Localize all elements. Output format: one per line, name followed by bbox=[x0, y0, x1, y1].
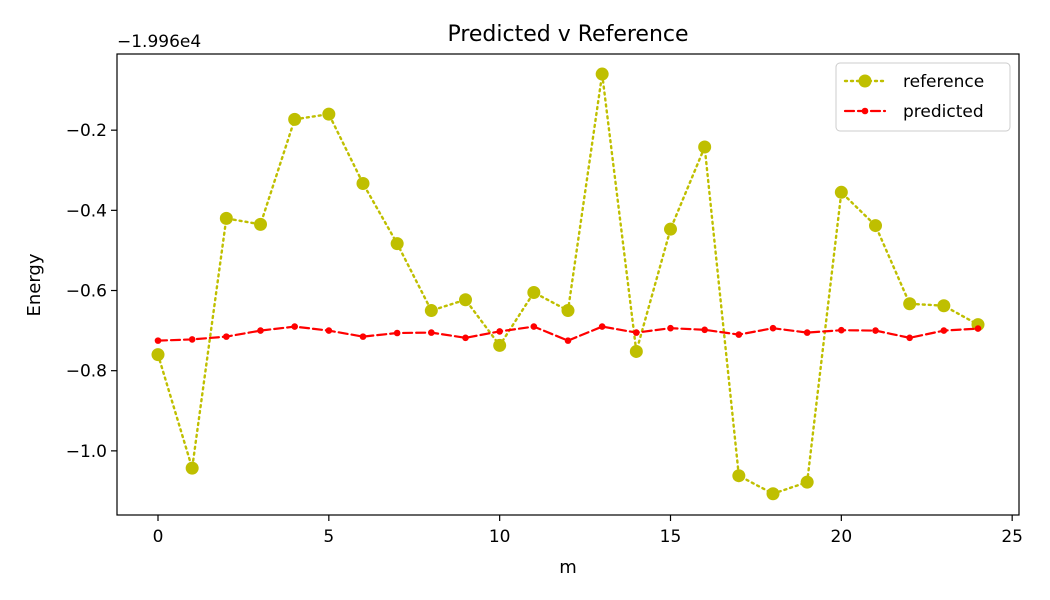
x-axis-label: m bbox=[559, 557, 577, 578]
data-point-reference bbox=[664, 222, 677, 236]
data-point-reference bbox=[254, 217, 267, 231]
data-point-reference bbox=[698, 140, 712, 154]
data-point-reference bbox=[288, 112, 302, 126]
data-point-reference bbox=[322, 107, 336, 121]
data-point-predicted bbox=[940, 327, 948, 334]
x-tick-label: 15 bbox=[660, 527, 682, 547]
x-tick-label: 5 bbox=[323, 527, 334, 547]
legend: reference predicted bbox=[835, 62, 1011, 132]
data-point-reference bbox=[151, 348, 165, 362]
x-ticks: 0 5 10 15 20 25 bbox=[153, 515, 1023, 547]
data-point-predicted bbox=[496, 328, 503, 335]
data-point-predicted bbox=[393, 329, 401, 337]
data-point-reference bbox=[800, 475, 814, 489]
data-point-predicted bbox=[667, 324, 674, 332]
x-tick-label: 20 bbox=[831, 527, 853, 547]
data-point-reference bbox=[561, 304, 575, 318]
data-point-predicted bbox=[838, 326, 845, 334]
series-predicted bbox=[154, 323, 982, 344]
data-point-predicted bbox=[769, 324, 777, 332]
legend-marker-reference bbox=[858, 74, 872, 88]
data-point-predicted bbox=[291, 323, 298, 330]
data-point-reference bbox=[493, 338, 507, 352]
y-tick-label: −1.0 bbox=[66, 442, 107, 462]
legend-box bbox=[835, 62, 1011, 132]
y-tick-label: −0.8 bbox=[66, 362, 107, 382]
y-offset-label: −1.996e4 bbox=[117, 32, 201, 52]
data-point-reference bbox=[219, 211, 233, 225]
data-point-reference bbox=[390, 237, 404, 251]
data-point-reference bbox=[971, 318, 985, 332]
series-line-reference bbox=[156, 73, 980, 496]
data-point-predicted bbox=[974, 325, 982, 332]
data-point-predicted bbox=[257, 327, 264, 334]
data-point-predicted bbox=[906, 334, 913, 342]
data-point-predicted bbox=[564, 337, 572, 344]
y-ticks: −0.2 −0.4 −0.6 −0.8 −1.0 bbox=[66, 121, 117, 462]
legend-marker-predicted bbox=[861, 107, 869, 115]
data-point-reference bbox=[356, 176, 370, 190]
data-point-predicted bbox=[428, 329, 435, 336]
data-point-predicted bbox=[701, 326, 708, 334]
series-reference bbox=[151, 67, 985, 501]
data-point-reference bbox=[424, 304, 438, 318]
plot-frame bbox=[116, 53, 1020, 516]
y-tick-label: −0.4 bbox=[66, 201, 107, 221]
data-point-reference bbox=[732, 469, 746, 483]
data-point-predicted bbox=[462, 334, 469, 342]
data-point-reference bbox=[937, 299, 951, 313]
data-point-reference bbox=[869, 219, 882, 233]
data-point-reference bbox=[459, 293, 472, 307]
data-point-predicted bbox=[598, 323, 606, 330]
data-point-predicted bbox=[530, 323, 538, 330]
data-point-reference bbox=[185, 461, 199, 475]
data-point-reference bbox=[629, 344, 643, 358]
data-point-predicted bbox=[154, 337, 162, 344]
x-tick-label: 10 bbox=[489, 527, 511, 547]
chart-title: Predicted v Reference bbox=[447, 22, 688, 47]
data-point-reference bbox=[595, 67, 609, 81]
data-point-predicted bbox=[633, 329, 640, 336]
data-point-predicted bbox=[803, 329, 811, 336]
data-point-reference bbox=[903, 297, 917, 311]
data-point-predicted bbox=[223, 333, 230, 340]
data-point-reference bbox=[527, 286, 541, 300]
data-point-predicted bbox=[359, 333, 367, 340]
data-point-predicted bbox=[188, 336, 196, 343]
data-point-predicted bbox=[735, 331, 743, 338]
y-axis-label: Energy bbox=[24, 253, 45, 316]
series-layer bbox=[151, 67, 985, 501]
data-point-predicted bbox=[872, 327, 879, 334]
x-tick-label: 25 bbox=[1001, 527, 1023, 547]
data-point-predicted bbox=[325, 327, 333, 334]
legend-label-reference: reference bbox=[903, 72, 984, 92]
y-tick-label: −0.6 bbox=[66, 282, 107, 302]
legend-label-predicted: predicted bbox=[903, 102, 984, 122]
y-tick-label: −0.2 bbox=[66, 121, 107, 141]
x-tick-label: 0 bbox=[153, 527, 164, 547]
data-point-reference bbox=[834, 185, 848, 199]
data-point-reference bbox=[766, 487, 780, 501]
